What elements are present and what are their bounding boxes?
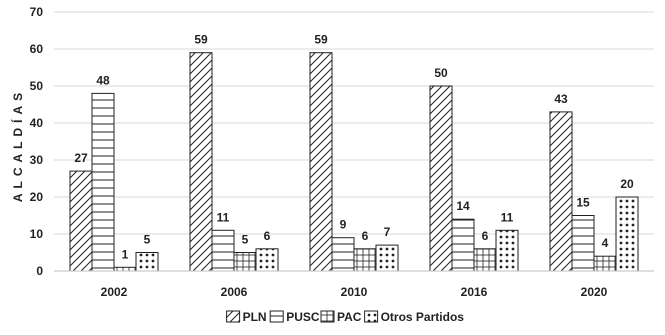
x-tick-label: 2006 [221,285,248,299]
bar-pac-2010 [353,248,377,272]
gridlines [54,11,654,235]
data-label: 1 [122,247,129,261]
bar-pln-2020 [549,111,573,272]
bar-otros-partidos-2010 [375,244,399,272]
x-axis-ticks: 2002 2006 2010 2016 2020 [101,285,608,299]
legend-label-otros-partidos: Otros Partidos [381,310,465,324]
bar-pln-2006 [189,52,213,272]
data-label: 11 [501,210,514,224]
bars [69,52,639,272]
data-label: 5 [144,233,151,247]
bar-pusc-2006 [211,229,235,272]
y-tick-label: 30 [30,153,44,167]
bar-pac-2016 [473,248,497,272]
bar-pac-2006 [233,252,257,272]
y-tick-label: 40 [30,116,44,130]
data-label: 50 [434,66,448,80]
data-label: 43 [554,92,568,106]
data-label: 9 [340,218,347,232]
legend-swatch-otros-partidos [364,310,379,323]
bar-pln-2002 [69,170,93,272]
legend-swatch-pac [320,310,335,323]
data-label: 14 [456,199,470,213]
bar-pusc-2002 [91,92,115,272]
bar-pac-2020 [593,255,617,272]
bar-pac-2002 [113,266,137,272]
bar-pusc-2020 [571,215,595,272]
data-label: 11 [217,210,230,224]
data-label: 15 [576,196,590,210]
bar-otros-partidos-2020 [615,196,639,272]
y-axis-label: ALCALDÍAS [10,88,25,202]
data-label: 27 [74,151,88,165]
data-label: 48 [96,73,110,87]
bar-otros-partidos-2002 [135,252,159,272]
legend-label-pusc: PUSC [286,310,320,324]
data-label: 6 [264,229,271,243]
y-axis-ticks: 0 10 20 30 40 50 60 70 [30,5,44,278]
x-tick-label: 2016 [461,285,488,299]
legend-swatch-pusc [269,310,284,323]
bar-otros-partidos-2016 [495,229,519,272]
y-tick-label: 10 [30,227,44,241]
data-label: 59 [194,33,208,47]
y-tick-label: 50 [30,79,44,93]
y-tick-label: 70 [30,5,44,19]
bar-pusc-2010 [331,237,355,272]
data-label: 6 [482,229,489,243]
y-tick-label: 20 [30,190,44,204]
legend: PLN PUSC PAC Otros Partidos [226,310,465,324]
y-tick-label: 0 [36,264,43,278]
legend-label-pac: PAC [337,310,362,324]
data-label: 4 [602,236,609,250]
data-label: 7 [384,225,391,239]
legend-swatch-pln [226,310,241,323]
x-tick-label: 2002 [101,285,128,299]
data-label: 5 [242,233,249,247]
y-tick-label: 60 [30,42,44,56]
data-label: 6 [362,229,369,243]
data-label: 59 [314,33,328,47]
data-label: 20 [620,177,634,191]
x-tick-label: 2010 [341,285,368,299]
bar-pln-2016 [429,85,453,272]
legend-label-pln: PLN [243,310,267,324]
bar-pln-2010 [309,52,333,272]
bar-otros-partidos-2006 [255,248,279,272]
bar-pusc-2016 [451,218,475,272]
x-tick-label: 2020 [581,285,608,299]
